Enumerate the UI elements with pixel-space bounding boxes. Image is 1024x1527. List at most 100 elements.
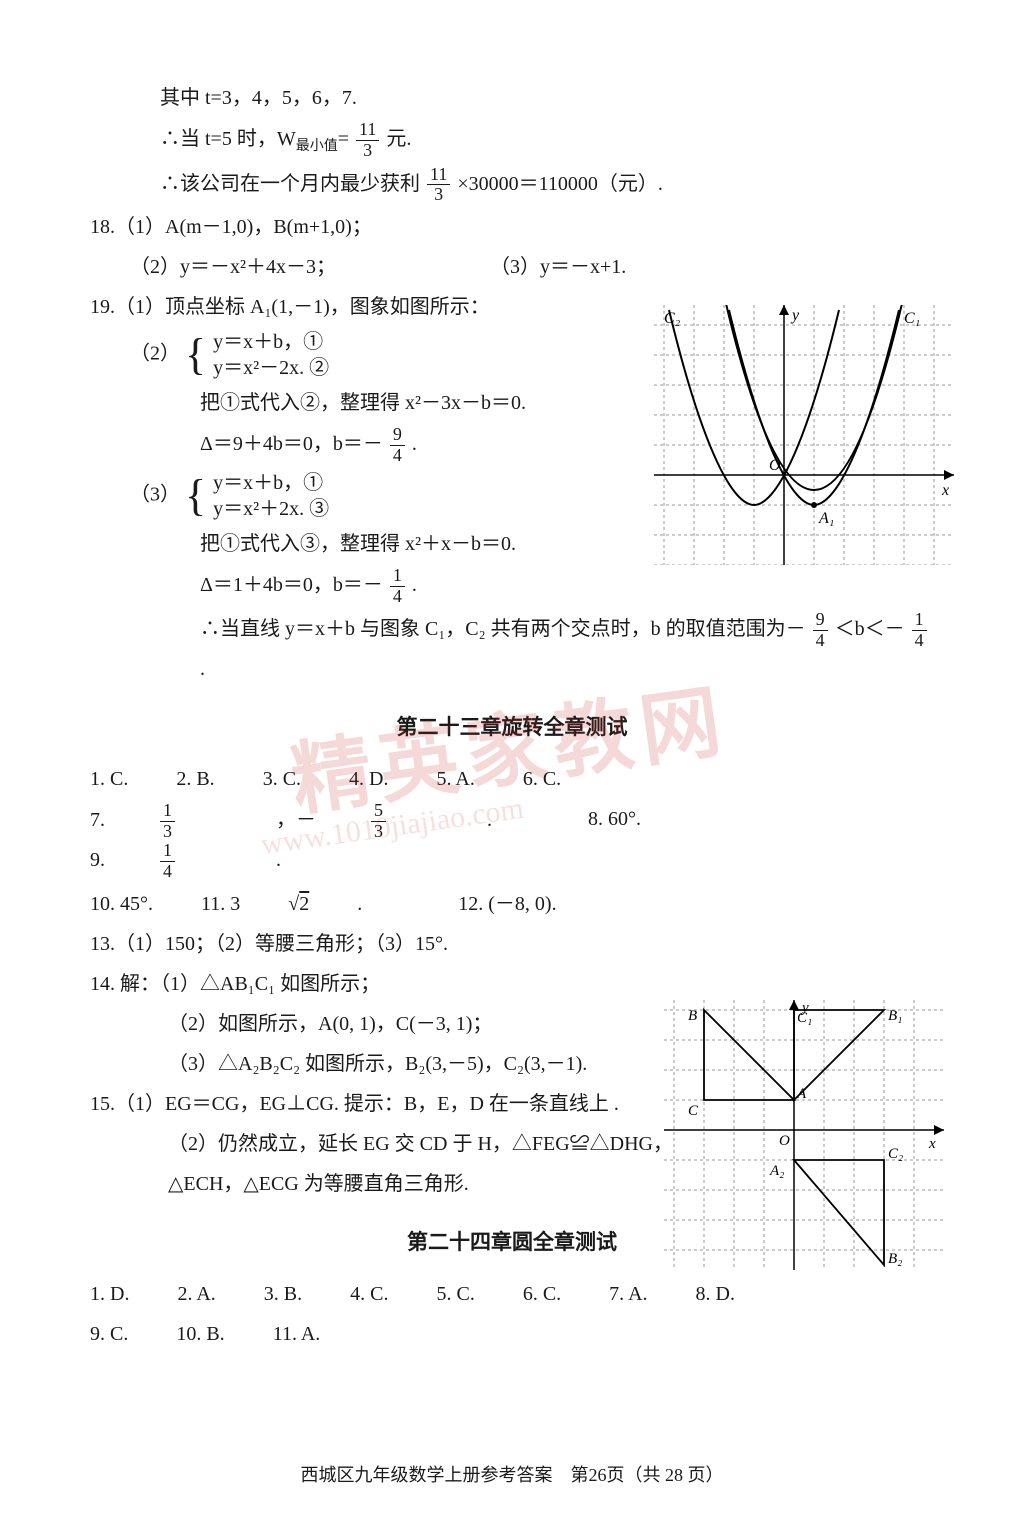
numerator: 9 xyxy=(813,610,828,631)
numerator: 1 xyxy=(912,610,927,631)
denominator: 4 xyxy=(912,631,927,651)
ch24-row1: 1. D. 2. A. 3. B. 4. C. 5. C. 6. C. 7. A… xyxy=(90,1276,934,1312)
mc-item: 10. B. xyxy=(176,1316,224,1352)
label-o: O xyxy=(769,457,781,474)
label-c2: C₂ xyxy=(888,1146,903,1162)
numerator: 11 xyxy=(356,120,379,141)
text: 7. xyxy=(90,809,110,831)
mc-item: 4. D. xyxy=(349,761,388,797)
numerator: 9 xyxy=(390,425,405,446)
brace-icon: { xyxy=(185,476,206,516)
label-x: x xyxy=(941,482,949,499)
ch23-row3: 10. 45°. 11. 3√2. 12. (－8, 0). xyxy=(90,886,934,922)
mc-item: 9. C. xyxy=(90,1316,128,1352)
denominator: 4 xyxy=(160,862,175,882)
eq1: y＝x＋b，① xyxy=(213,329,329,355)
numerator: 11 xyxy=(427,165,450,186)
numerator: 1 xyxy=(160,841,175,862)
mc-item: 4. C. xyxy=(350,1276,388,1312)
numerator: 5 xyxy=(371,801,386,822)
equation-system: y＝x＋b，① y＝x²－2x. ② xyxy=(213,329,329,381)
denominator: 4 xyxy=(813,631,828,651)
subscript: 最小值 xyxy=(296,139,338,154)
text: . xyxy=(412,574,417,596)
fraction: 94 xyxy=(813,610,828,651)
ch23-mc-row1: 1. C. 2. B. 3. C. 4. D. 5. A. 6. C. xyxy=(90,761,934,797)
label-a2: A₂ xyxy=(769,1163,784,1179)
text: . xyxy=(412,433,417,455)
denominator: 3 xyxy=(371,822,386,842)
label-y: y xyxy=(790,307,800,324)
fraction: 94 xyxy=(390,425,405,466)
equation-system: y＝x＋b，① y＝x²＋2x. ③ xyxy=(213,470,329,522)
mc-item: 3. B. xyxy=(264,1276,302,1312)
mc-item: 2. A. xyxy=(177,1276,215,1312)
fraction: 14 xyxy=(160,841,223,882)
denominator: 4 xyxy=(390,446,405,466)
label-b2: B₂ xyxy=(888,1251,902,1267)
rotation-graph: A B C B₁ C₁ A₂ B₂ C₂ O x y xyxy=(664,1000,944,1270)
text: = xyxy=(338,128,349,150)
text: 元. xyxy=(386,128,411,150)
label: （2） xyxy=(130,343,180,365)
eq1: y＝x＋b，① xyxy=(213,470,329,496)
fraction: 53 xyxy=(371,801,434,842)
parabola-graph: A₁ O x y C₁ C₂ xyxy=(654,305,954,565)
mc-item: 2. B. xyxy=(176,761,214,797)
fraction: 14 xyxy=(390,566,405,607)
mc-item: 1. D. xyxy=(90,1276,129,1312)
label-o: O xyxy=(779,1133,790,1149)
fraction: 14 xyxy=(912,610,927,651)
text: ，－ xyxy=(276,809,316,831)
label-c: C xyxy=(688,1103,699,1119)
label-c2: C₂ xyxy=(664,310,681,327)
q19-s3-delta: Δ＝1＋4b＝0，b＝－ 14 . xyxy=(90,566,934,607)
text: 9. xyxy=(90,849,110,871)
q18-p2: （2）y＝－x²＋4x－3； xyxy=(130,249,490,285)
fraction: 13 xyxy=(160,801,223,842)
q12: 12. (－8, 0). xyxy=(458,886,556,922)
q13: 13.（1）150；（2）等腰三角形；（3）15°. xyxy=(90,926,934,962)
ch23-title: 第二十三章旋转全章测试 xyxy=(90,709,934,747)
mc-item: 6. C. xyxy=(523,1276,561,1312)
q10: 10. 45°. xyxy=(90,886,153,922)
text: Δ＝9＋4b＝0，b＝－ xyxy=(200,433,383,455)
text: . xyxy=(276,849,281,871)
q9: 9. 14 . xyxy=(90,841,329,882)
q8: 8. 60°. xyxy=(588,801,641,842)
mc-item: 5. C. xyxy=(436,1276,474,1312)
label-b1: B₁ xyxy=(888,1008,902,1024)
text: ＜b＜－ xyxy=(835,618,905,640)
label: （3） xyxy=(130,483,180,505)
text: . xyxy=(487,809,492,831)
label-y: y xyxy=(800,1000,809,1016)
mc-item: 1. C. xyxy=(90,761,128,797)
q18-part2-3: （2）y＝－x²＋4x－3； （3）y＝－x+1. xyxy=(90,249,934,285)
q18-p3: （3）y＝－x+1. xyxy=(490,249,626,285)
mc-item: 11. A. xyxy=(273,1316,321,1352)
label-a: A xyxy=(796,1086,807,1102)
q18-part1: 18.（1）A(m－1,0)，B(m+1,0)； xyxy=(90,209,934,245)
denominator: 4 xyxy=(390,587,405,607)
label-b: B xyxy=(688,1008,697,1024)
mc-item: 5. A. xyxy=(436,761,474,797)
mc-item: 6. C. xyxy=(523,761,561,797)
label-a1: A₁ xyxy=(818,510,834,527)
text: 11. 3 xyxy=(201,893,240,915)
mc-item: 8. D. xyxy=(696,1276,735,1312)
denominator: 3 xyxy=(356,141,379,161)
eq2: y＝x²＋2x. ③ xyxy=(213,496,329,522)
text: ∴当 t=5 时，W xyxy=(160,128,296,150)
label-c1: C₁ xyxy=(904,310,920,327)
page-footer: 西城区九年级数学上册参考答案 第26页（共 28 页） xyxy=(0,1459,1024,1491)
fraction: 113 xyxy=(427,165,450,206)
ch24-row2: 9. C. 10. B. 11. A. xyxy=(90,1316,934,1352)
top-line2: ∴当 t=5 时，W最小值= 113 元. xyxy=(90,120,934,161)
top-line1: 其中 t=3，4，5，6，7. xyxy=(90,80,934,116)
denominator: 3 xyxy=(427,185,450,205)
text: ∴当直线 y＝x＋b 与图象 C₁，C₂ 共有两个交点时，b 的取值范围为－ xyxy=(200,618,806,640)
denominator: 3 xyxy=(160,822,175,842)
brace-icon: { xyxy=(185,335,206,375)
eq2: y＝x²－2x. ② xyxy=(213,355,329,381)
q19-conclusion: ∴当直线 y＝x＋b 与图象 C₁，C₂ 共有两个交点时，b 的取值范围为－ 9… xyxy=(90,610,934,687)
